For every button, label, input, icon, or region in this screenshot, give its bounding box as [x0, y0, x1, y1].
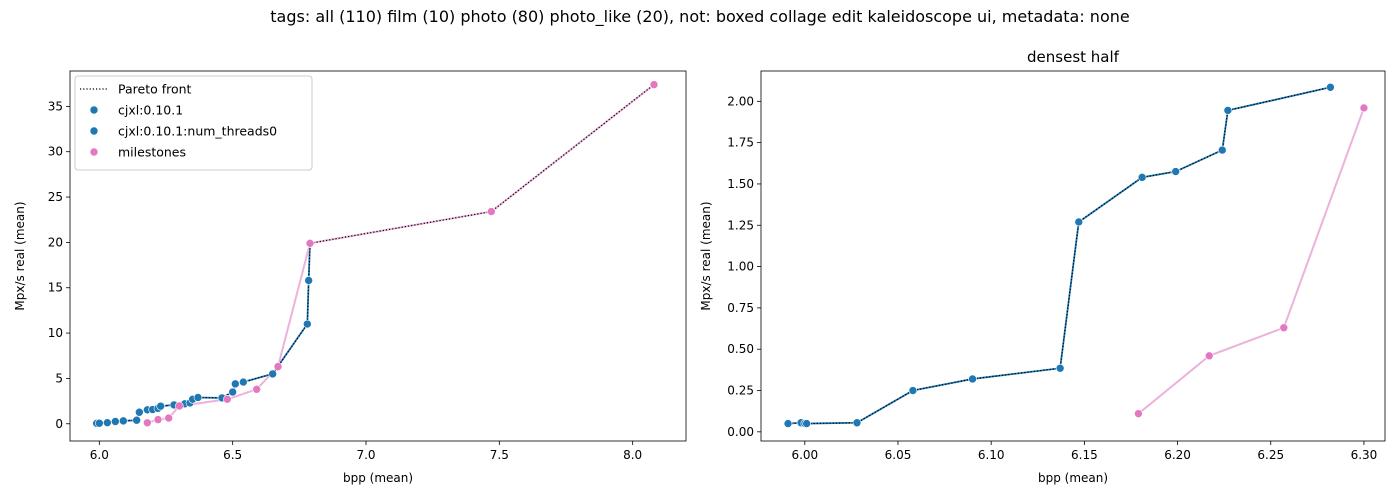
data-point [1223, 106, 1233, 115]
data-point [143, 418, 152, 428]
legend-marker-swatch [89, 126, 99, 136]
data-point [802, 419, 811, 428]
data-point [95, 418, 104, 428]
x-tick-label: 8.0 [623, 448, 642, 462]
x-tick-label: 6.10 [978, 448, 1005, 462]
series-line-milestones [1137, 107, 1365, 415]
right-chart-densest-half: 6.00 6.05 6.10 6.15 6.20 6.25 6.30 0.00 0.25 0.50… [699, 48, 1386, 485]
y-tick-label: 1.50 [727, 177, 754, 191]
y-tick-label: 35 [48, 99, 63, 113]
data-point [223, 394, 232, 404]
data-point [252, 385, 261, 394]
plot-frame [760, 70, 1386, 442]
legend-box [74, 75, 313, 171]
data-point [132, 415, 141, 425]
plot-frame [69, 70, 687, 442]
y-axis-label: Mpx/s real (mean) [13, 201, 27, 310]
series-line-milestones [147, 83, 655, 424]
legend-label: cjxl:0.10.1:num_threads0 [118, 124, 277, 139]
x-tick-label: 6.0 [90, 448, 109, 462]
data-point [908, 386, 918, 395]
figure-title: tags: all (110) film (10) photo (80) pho… [270, 7, 1130, 26]
y-tick-label: 0.75 [727, 301, 754, 315]
series-line-cjxl-0-10-1 [96, 243, 311, 425]
data-point [193, 393, 203, 402]
x-tick-label: 6.20 [1164, 448, 1191, 462]
legend-label: milestones [118, 145, 186, 160]
data-point [164, 413, 173, 423]
legend-marker-swatch [89, 147, 99, 157]
pareto-front-line [787, 86, 1331, 425]
legend-label: cjxl:0.10.1 [118, 103, 183, 118]
y-tick-label: 10 [48, 326, 63, 340]
data-point [268, 369, 277, 379]
y-tick-label: 1.25 [727, 218, 754, 232]
data-point [1074, 217, 1084, 227]
legend-marker-swatch [89, 105, 99, 115]
y-axis-label: Mpx/s real (mean) [699, 201, 713, 310]
chart-title: densest half [1027, 48, 1120, 66]
y-tick-label: 1.00 [727, 260, 754, 274]
data-point [111, 417, 120, 426]
data-point [119, 416, 128, 426]
data-point [1137, 173, 1147, 182]
left-chart: 6.0 6.5 7.0 7.5 8.0 0 5 10 15 20 25 30 35 bpp (mean) M… [13, 70, 687, 485]
x-tick-label: 6.5 [223, 448, 242, 462]
data-point [156, 401, 165, 411]
x-tick-label: 7.0 [356, 448, 375, 462]
data-point [135, 407, 144, 417]
data-point [304, 276, 313, 285]
x-axis-label: bpp (mean) [343, 471, 413, 485]
data-point [1279, 323, 1289, 333]
data-point [305, 239, 315, 248]
y-tick-label: 20 [48, 235, 63, 249]
data-point [1217, 145, 1227, 155]
data-point [175, 401, 184, 411]
legend: Pareto front cjxl:0.10.1 cjxl:0.10.1:num_t… [74, 75, 313, 171]
x-tick-label: 6.15 [1071, 448, 1098, 462]
x-tick-label: 6.00 [791, 448, 818, 462]
y-tick-label: 0.25 [727, 384, 754, 398]
data-point [1055, 363, 1065, 373]
data-point [649, 80, 659, 89]
x-tick-label: 7.5 [490, 448, 509, 462]
data-point [487, 207, 496, 216]
data-point [103, 418, 112, 427]
x-tick-label: 6.25 [1257, 448, 1284, 462]
x-axis-label: bpp (mean) [1038, 471, 1108, 485]
y-tick-label: 0.00 [727, 425, 754, 439]
y-tick-label: 2.00 [727, 94, 754, 108]
data-point [231, 379, 240, 389]
y-tick-label: 0 [55, 417, 63, 431]
data-point [852, 418, 862, 428]
data-point [273, 362, 283, 371]
x-tick-label: 6.30 [1351, 448, 1378, 462]
data-point [1134, 409, 1143, 418]
data-point [1326, 82, 1335, 92]
series-line-cjxl-0-10-1 [787, 86, 1331, 425]
y-tick-label: 0.50 [727, 342, 754, 356]
data-point [968, 374, 977, 384]
y-tick-label: 15 [48, 281, 63, 295]
data-point [153, 415, 163, 424]
y-tick-label: 30 [48, 145, 63, 159]
legend-label: Pareto front [118, 82, 192, 97]
x-tick-label: 6.05 [885, 448, 912, 462]
data-point [303, 319, 312, 329]
data-point [1171, 167, 1180, 176]
y-tick-label: 1.75 [727, 136, 754, 150]
pareto-front-line [96, 84, 655, 424]
data-point [228, 387, 237, 397]
data-point [783, 419, 793, 428]
y-tick-label: 5 [55, 371, 63, 385]
data-point [1204, 351, 1214, 361]
y-tick-label: 25 [48, 190, 63, 204]
data-point [239, 377, 248, 387]
data-point [1359, 103, 1369, 113]
